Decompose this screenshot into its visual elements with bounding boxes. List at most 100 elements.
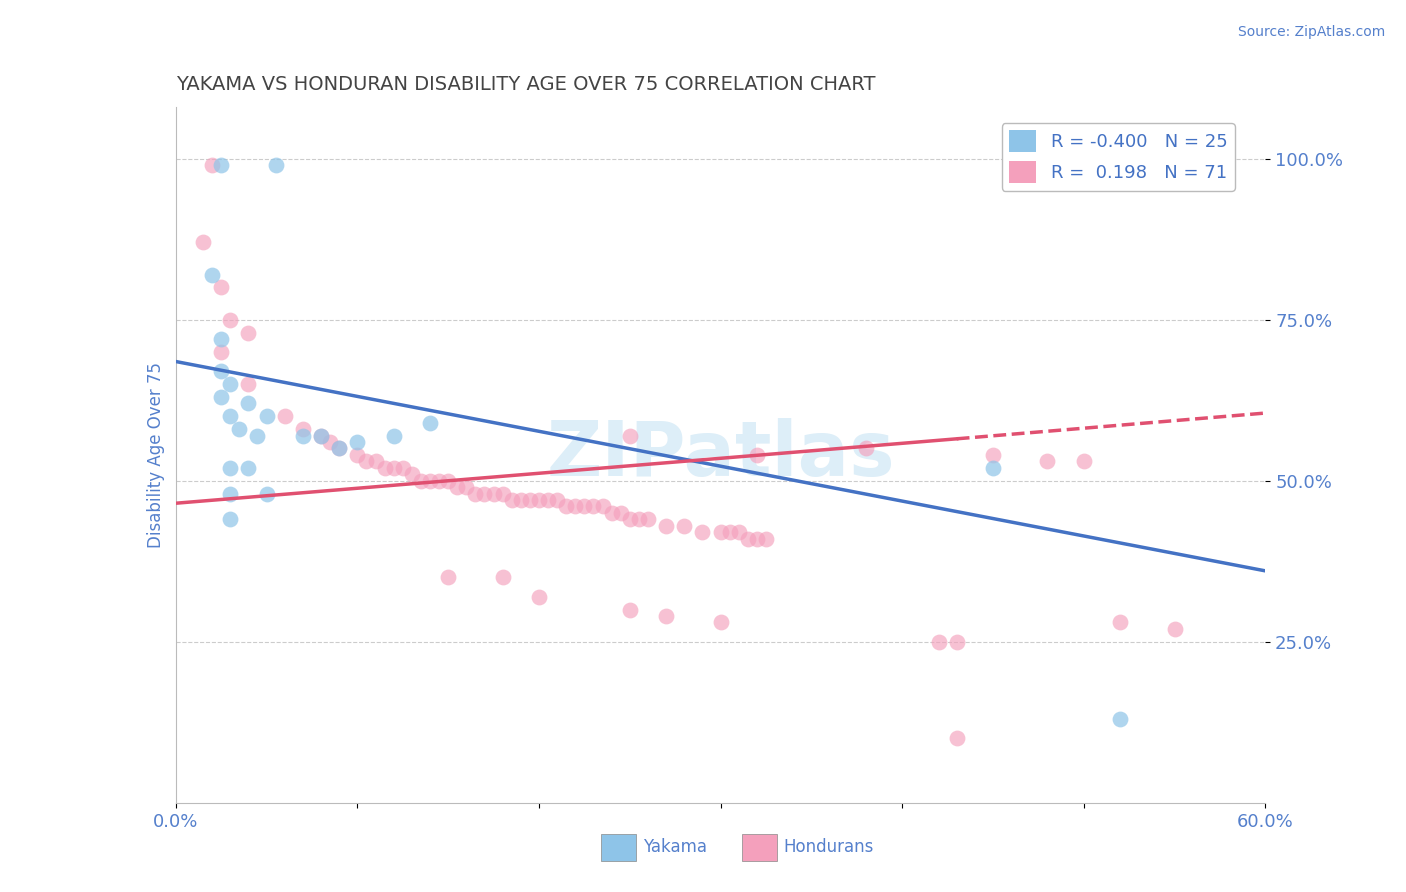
Point [219,312,242,326]
Point [209,390,232,404]
Point [655,609,678,624]
Point [209,344,232,359]
Point [219,377,242,392]
Point [1073,454,1095,468]
Point [609,506,631,520]
Point [519,493,541,508]
Point [456,480,478,494]
Point [1163,622,1185,636]
Text: Yakama: Yakama [643,838,707,856]
Point [745,448,768,462]
Point [219,409,242,424]
Point [564,500,586,514]
Point [527,590,550,604]
Point [437,474,460,488]
Point [855,442,877,456]
Point [328,442,350,456]
Point [291,428,314,442]
Text: YAKAMA VS HONDURAN DISABILITY AGE OVER 75 CORRELATION CHART: YAKAMA VS HONDURAN DISABILITY AGE OVER 7… [176,75,876,95]
Point [727,525,749,540]
Point [291,422,314,436]
Point [501,493,523,508]
Point [427,474,450,488]
Point [474,486,496,500]
Point [256,409,278,424]
Point [1109,615,1132,630]
Point [419,416,441,430]
Point [191,235,214,250]
Point [346,435,368,450]
Point [201,158,224,172]
Point [256,486,278,500]
Point [464,486,486,500]
Point [356,454,378,468]
Text: Hondurans: Hondurans [785,838,875,856]
Point [238,377,260,392]
Point [319,435,342,450]
Point [209,332,232,346]
Point [409,474,432,488]
Point [328,442,350,456]
Point [737,532,759,546]
Point [209,280,232,294]
Point [1109,712,1132,726]
Point [592,500,614,514]
Text: ZIPatlas: ZIPatlas [547,418,894,491]
Point [710,615,733,630]
Point [755,532,778,546]
Point [264,158,287,172]
Point [745,532,768,546]
Point [346,448,368,462]
Point [546,493,568,508]
Point [981,448,1004,462]
Point [309,428,332,442]
Point [492,486,515,500]
Text: Source: ZipAtlas.com: Source: ZipAtlas.com [1237,25,1385,39]
Point [482,486,505,500]
Point [945,731,967,746]
Point [309,428,332,442]
Point [209,158,232,172]
Point [219,460,242,475]
Legend: R = -0.400   N = 25, R =  0.198   N = 71: R = -0.400 N = 25, R = 0.198 N = 71 [1002,123,1234,191]
Point [209,364,232,378]
Point [673,518,696,533]
Point [382,460,405,475]
Point [446,480,468,494]
Point [619,428,641,442]
Point [419,474,441,488]
Point [945,634,967,648]
Point [401,467,423,482]
Point [582,500,605,514]
Point [555,500,578,514]
Point [492,570,515,584]
Point [509,493,531,508]
Y-axis label: Disability Age Over 75: Disability Age Over 75 [146,362,165,548]
Point [382,428,405,442]
Point [718,525,741,540]
Point [201,268,224,282]
Point [238,460,260,475]
Point [219,486,242,500]
Point [228,422,250,436]
Point [928,634,950,648]
Point [1036,454,1059,468]
Point [374,460,396,475]
Point [246,428,269,442]
Point [437,570,460,584]
Point [238,326,260,340]
Point [537,493,560,508]
Point [692,525,714,540]
Point [527,493,550,508]
Point [710,525,733,540]
Point [619,512,641,526]
Point [655,518,678,533]
Point [574,500,596,514]
Point [219,512,242,526]
Point [619,602,641,616]
Point [364,454,387,468]
Point [391,460,413,475]
Point [238,396,260,410]
Point [981,460,1004,475]
Point [274,409,297,424]
